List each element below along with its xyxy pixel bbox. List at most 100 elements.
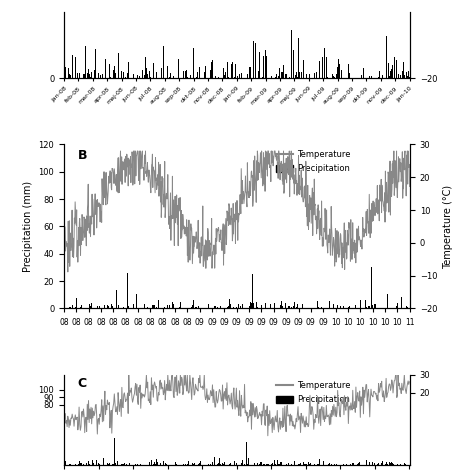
Bar bbox=[366, 460, 367, 465]
Bar bbox=[359, 463, 360, 465]
Bar bbox=[274, 460, 275, 465]
Bar bbox=[278, 464, 279, 465]
Bar bbox=[96, 460, 97, 465]
Bar bbox=[160, 463, 161, 465]
Bar bbox=[157, 462, 158, 465]
Bar bbox=[151, 460, 152, 465]
Bar bbox=[96, 62, 97, 78]
Bar bbox=[234, 461, 235, 465]
Bar bbox=[391, 70, 392, 78]
Bar bbox=[378, 77, 379, 78]
Bar bbox=[247, 37, 248, 78]
Bar bbox=[116, 73, 117, 78]
Bar bbox=[115, 73, 116, 78]
Bar bbox=[95, 48, 96, 78]
Bar bbox=[82, 73, 83, 78]
Bar bbox=[306, 74, 307, 78]
Bar bbox=[241, 463, 242, 465]
Bar bbox=[259, 464, 260, 465]
Bar bbox=[166, 464, 167, 465]
Bar bbox=[263, 56, 264, 78]
Bar bbox=[92, 68, 93, 78]
Text: B: B bbox=[78, 149, 87, 163]
Bar bbox=[339, 61, 340, 78]
Bar bbox=[94, 76, 95, 78]
Bar bbox=[149, 462, 150, 465]
Bar bbox=[323, 459, 324, 465]
Bar bbox=[324, 47, 325, 78]
Bar bbox=[309, 464, 310, 465]
Bar bbox=[338, 77, 339, 78]
Bar bbox=[127, 73, 128, 78]
Bar bbox=[135, 459, 136, 465]
Bar bbox=[354, 462, 355, 465]
Bar bbox=[248, 458, 249, 465]
Bar bbox=[249, 73, 250, 78]
Bar bbox=[100, 75, 101, 78]
Bar bbox=[381, 464, 382, 465]
Bar bbox=[98, 73, 99, 78]
Bar bbox=[102, 73, 103, 78]
Bar bbox=[67, 75, 68, 78]
Bar bbox=[261, 462, 262, 465]
Bar bbox=[405, 464, 406, 465]
Bar bbox=[267, 459, 268, 465]
Y-axis label: Temperature (°C): Temperature (°C) bbox=[443, 184, 453, 269]
Bar bbox=[379, 71, 380, 78]
Bar bbox=[219, 461, 220, 465]
Bar bbox=[149, 75, 150, 78]
Bar bbox=[73, 52, 74, 78]
Bar bbox=[81, 65, 82, 78]
Bar bbox=[86, 463, 87, 465]
Bar bbox=[376, 76, 377, 78]
Bar bbox=[294, 73, 295, 78]
Bar bbox=[385, 74, 386, 78]
Bar bbox=[310, 463, 311, 465]
Bar bbox=[196, 77, 197, 78]
Bar bbox=[211, 456, 212, 465]
Bar bbox=[229, 464, 230, 465]
Bar bbox=[103, 458, 104, 465]
Bar bbox=[329, 72, 330, 78]
Bar bbox=[311, 43, 312, 78]
Bar bbox=[289, 77, 290, 78]
Bar bbox=[275, 76, 276, 78]
Bar bbox=[306, 464, 307, 465]
Bar bbox=[193, 464, 194, 465]
Bar bbox=[88, 461, 89, 465]
Bar bbox=[188, 461, 189, 465]
Bar bbox=[357, 464, 358, 465]
Bar bbox=[361, 75, 362, 78]
Bar bbox=[210, 464, 211, 465]
Bar bbox=[242, 460, 243, 465]
Bar bbox=[280, 462, 281, 465]
Bar bbox=[124, 463, 125, 465]
Bar bbox=[392, 463, 393, 465]
Bar bbox=[257, 74, 258, 78]
Bar bbox=[155, 462, 156, 465]
Bar bbox=[265, 462, 266, 465]
Bar bbox=[70, 75, 71, 78]
Bar bbox=[199, 463, 200, 465]
Bar bbox=[145, 459, 146, 465]
Bar bbox=[99, 66, 100, 78]
Bar bbox=[314, 73, 315, 78]
Bar bbox=[253, 41, 254, 78]
Bar bbox=[115, 463, 116, 465]
Bar bbox=[363, 68, 364, 78]
Bar bbox=[90, 77, 91, 78]
Bar bbox=[69, 74, 70, 78]
Bar bbox=[303, 462, 304, 465]
Bar bbox=[358, 463, 359, 465]
Legend: Temperature, Precipitation: Temperature, Precipitation bbox=[273, 378, 354, 408]
Bar bbox=[104, 73, 105, 78]
Bar bbox=[79, 462, 80, 465]
Bar bbox=[224, 462, 225, 465]
Bar bbox=[219, 75, 220, 78]
Bar bbox=[228, 463, 229, 465]
Bar bbox=[383, 73, 384, 78]
Legend: Temperature, Precipitation: Temperature, Precipitation bbox=[273, 147, 354, 177]
Bar bbox=[404, 463, 405, 465]
Bar bbox=[114, 438, 115, 465]
Bar bbox=[400, 75, 401, 78]
